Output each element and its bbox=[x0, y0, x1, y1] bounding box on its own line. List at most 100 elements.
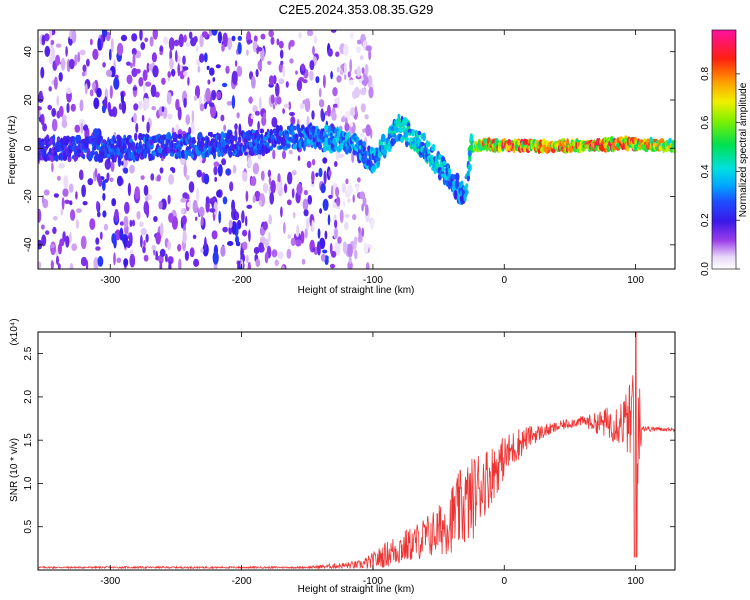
spectrogram-noise-blob bbox=[267, 169, 272, 178]
spectrogram-noise-blob bbox=[320, 253, 326, 262]
spectrogram-noise-blob bbox=[296, 183, 303, 195]
spectrogram-noise-blob bbox=[359, 132, 365, 138]
spectrogram-noise-blob bbox=[114, 208, 119, 223]
spectrogram-noise-blob bbox=[365, 45, 372, 52]
spectrogram-noise-blob bbox=[361, 79, 368, 86]
spectrogram-ridge-blob bbox=[265, 146, 271, 153]
spectrogram-noise-blob bbox=[272, 149, 276, 160]
spectrogram-xtick-label: -300 bbox=[100, 275, 120, 286]
spectrogram-noise-blob bbox=[65, 235, 70, 248]
spectrogram-noise-blob bbox=[212, 77, 216, 82]
spectrogram-noise-blob bbox=[100, 34, 104, 48]
spectrogram-noise-blob bbox=[129, 219, 133, 227]
spectrogram-noise-blob bbox=[295, 239, 302, 247]
spectrogram-ridge-blob bbox=[346, 131, 351, 138]
spectrogram-ridge-blob bbox=[397, 117, 401, 122]
spectrogram-ridge-blob bbox=[106, 153, 111, 158]
spectrogram-noise-blob bbox=[111, 233, 116, 245]
spectrogram-xtick-label: 0 bbox=[501, 275, 507, 286]
snr-ytick-label: 2.0 bbox=[23, 390, 34, 404]
spectrogram-noise-blob bbox=[123, 258, 129, 267]
spectrogram-noise-blob bbox=[330, 30, 337, 33]
spectrogram-noise-blob bbox=[347, 198, 351, 203]
spectrogram-ridge-blob bbox=[294, 133, 299, 140]
spectrogram-noise-blob bbox=[276, 38, 280, 46]
spectrogram-noise-blob bbox=[283, 221, 286, 234]
spectrogram-noise-blob bbox=[303, 209, 309, 217]
spectrogram-noise-blob bbox=[364, 63, 369, 76]
spectrogram-noise-blob bbox=[131, 219, 136, 227]
spectrogram-noise-blob bbox=[139, 30, 143, 41]
spectrogram-noise-blob bbox=[199, 103, 205, 112]
spectrogram-noise-blob bbox=[121, 158, 128, 168]
spectrogram-noise-blob bbox=[55, 54, 61, 66]
spectrogram-noise-blob bbox=[334, 241, 341, 256]
spectrogram-noise-blob bbox=[344, 213, 350, 219]
spectrogram-noise-blob bbox=[51, 118, 58, 132]
spectrogram-noise-blob bbox=[291, 188, 295, 199]
spectrogram-noise-blob bbox=[74, 54, 78, 66]
spectrogram-noise-blob bbox=[288, 150, 293, 155]
spectrogram-noise-blob bbox=[125, 61, 131, 66]
spectrogram-noise-blob bbox=[318, 167, 323, 178]
spectrogram-noise-blob bbox=[173, 39, 180, 47]
spectrogram-noise-blob bbox=[331, 112, 337, 121]
spectrogram-noise-blob bbox=[96, 200, 99, 212]
spectrogram-noise-blob bbox=[98, 177, 103, 187]
spectrogram-noise-blob bbox=[349, 31, 354, 40]
spectrogram-noise-blob bbox=[343, 200, 346, 208]
spectrogram-ridge-blob bbox=[216, 146, 220, 153]
spectrogram-noise-blob bbox=[237, 35, 242, 41]
spectrogram-noise-blob bbox=[80, 256, 88, 267]
spectrogram-noise-blob bbox=[61, 119, 68, 128]
spectrogram-noise-blob bbox=[150, 173, 155, 181]
spectrogram-ridge-blob bbox=[93, 145, 97, 151]
spectrogram-noise-blob bbox=[66, 102, 70, 114]
spectrogram-noise-blob bbox=[278, 63, 284, 73]
spectrogram-ridge-blob bbox=[190, 153, 195, 159]
spectrogram-ridge-blob bbox=[395, 126, 400, 133]
spectrogram-noise-blob bbox=[103, 223, 108, 231]
spectrogram-ridge-blob bbox=[422, 132, 426, 141]
snr-panel: -300 -200 -100 0 100 0.5 1.0 1.5 2.0 2.5 Height o… bbox=[9, 318, 676, 595]
spectrogram-noise-blob bbox=[307, 194, 313, 205]
spectrogram-noise-blob bbox=[231, 35, 236, 42]
spectrogram-noise-blob bbox=[292, 211, 296, 219]
spectrogram-noise-blob bbox=[70, 209, 76, 221]
spectrogram-ridge-blob bbox=[157, 147, 162, 153]
spectrogram-noise-blob bbox=[74, 124, 81, 133]
spectrogram-ridge-blob bbox=[463, 193, 467, 200]
spectrogram-noise-blob bbox=[82, 201, 88, 206]
spectrogram-noise-blob bbox=[113, 77, 120, 90]
spectrogram-noise-blob bbox=[359, 87, 367, 96]
colorbar-tick-label: 0.8 bbox=[700, 67, 711, 81]
spectrogram-noise-blob bbox=[246, 254, 249, 264]
spectrogram-noise-blob bbox=[144, 37, 148, 42]
spectrogram-noise-blob bbox=[78, 169, 84, 181]
spectrogram-noise-blob bbox=[302, 198, 309, 211]
spectrogram-noise-blob bbox=[361, 67, 365, 74]
spectrogram-noise-blob bbox=[282, 150, 286, 160]
spectrogram-noise-blob bbox=[278, 40, 284, 49]
spectrogram-noise-blob bbox=[242, 229, 248, 237]
spectrogram-ridge-blob bbox=[375, 147, 379, 152]
spectrogram-noise-blob bbox=[58, 105, 64, 117]
spectrogram-ridge-blob bbox=[387, 147, 392, 152]
spectrogram-noise-blob bbox=[140, 227, 147, 236]
spectrogram-noise-blob bbox=[246, 39, 253, 44]
spectrogram-noise-blob bbox=[212, 251, 219, 265]
spectrogram-noise-blob bbox=[311, 110, 315, 120]
spectrogram-noise-blob bbox=[102, 193, 106, 201]
colorbar-gradient bbox=[712, 30, 736, 269]
spectrogram-ridge-blob bbox=[380, 133, 386, 143]
spectrogram-noise-blob bbox=[254, 110, 260, 116]
spectrogram-ridge-blob bbox=[192, 136, 196, 145]
spectrogram-noise-blob bbox=[352, 194, 355, 203]
spectrogram-noise-blob bbox=[139, 221, 144, 228]
spectrogram-noise-blob bbox=[40, 66, 45, 79]
spectrogram-noise-blob bbox=[349, 107, 356, 117]
spectrogram-noise-blob bbox=[109, 177, 114, 183]
spectrogram-noise-blob bbox=[141, 114, 145, 122]
spectrogram-noise-blob bbox=[355, 183, 359, 195]
spectrogram-noise-blob bbox=[188, 31, 193, 40]
